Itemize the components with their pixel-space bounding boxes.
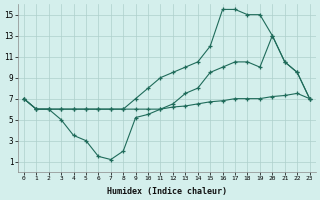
X-axis label: Humidex (Indice chaleur): Humidex (Indice chaleur) [107,187,227,196]
